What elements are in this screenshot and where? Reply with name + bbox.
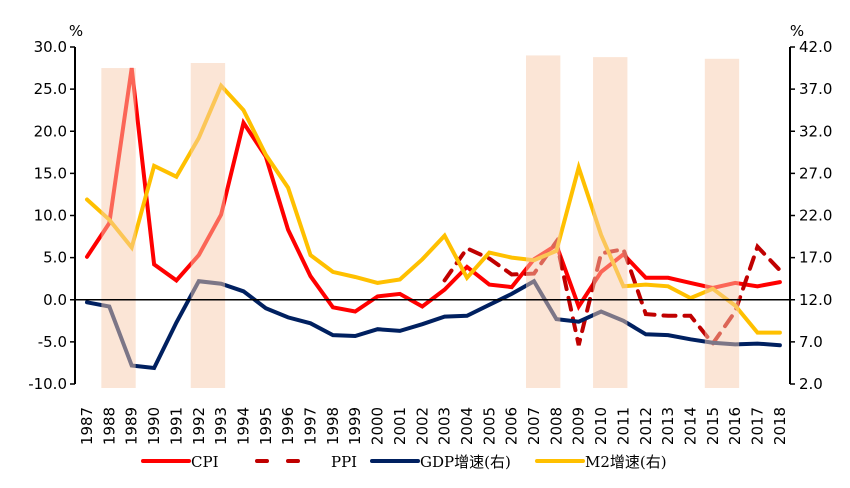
x-tick-label: 2009 — [570, 407, 588, 445]
x-tick-label: 2007 — [525, 407, 543, 445]
legend-label-2: GDP增速(右) — [420, 453, 511, 471]
x-tick-label: 1990 — [145, 407, 163, 445]
x-tick-label: 1987 — [78, 407, 96, 445]
y-tick-label-left: 25.0 — [34, 80, 67, 98]
x-tick-label: 2006 — [503, 407, 521, 445]
x-tick-label: 2005 — [480, 407, 498, 445]
y-tick-label-right: 12.0 — [799, 291, 832, 309]
y-tick-label-right: 32.0 — [799, 122, 832, 140]
x-tick-label: 2004 — [458, 407, 476, 445]
y-tick-label-right: 17.0 — [799, 249, 832, 267]
x-tick-label: 2011 — [614, 407, 632, 445]
y-tick-label-left: 20.0 — [34, 122, 67, 140]
x-tick-label: 2017 — [749, 407, 767, 445]
x-tick-label: 2012 — [637, 407, 655, 445]
x-tick-label: 1988 — [100, 407, 118, 445]
x-tick-label: 2015 — [704, 407, 722, 445]
shaded-period — [704, 58, 740, 389]
y-unit-right: % — [790, 22, 804, 40]
x-tick-label: 2013 — [659, 407, 677, 445]
x-tick-label: 1998 — [324, 407, 342, 445]
y-tick-label-left: -5.0 — [38, 333, 67, 351]
x-tick-label: 2014 — [681, 407, 699, 445]
y-tick-label-left: 0.0 — [43, 291, 67, 309]
legend: CPI PPI GDP增速(右) M2增速(右) — [141, 453, 667, 471]
x-tick-label: 1995 — [257, 407, 275, 445]
y-tick-label-right: 27.0 — [799, 164, 832, 182]
y-tick-label-right: 22.0 — [799, 207, 832, 225]
y-tick-label-right: 42.0 — [799, 38, 832, 56]
x-tick-label: 1996 — [279, 407, 297, 445]
shaded-period — [101, 68, 136, 388]
y-tick-label-right: 37.0 — [799, 80, 832, 98]
x-tick-label: 1994 — [234, 407, 252, 445]
x-tick-label: 1992 — [190, 407, 208, 445]
y-tick-label-left: 10.0 — [34, 207, 67, 225]
x-tick-label: 1999 — [346, 407, 364, 445]
y-tick-label-left: 5.0 — [43, 249, 67, 267]
x-tick-label: 1991 — [167, 407, 185, 445]
shaded-period — [593, 57, 628, 389]
x-tick-label: 2018 — [771, 407, 789, 445]
x-tick-label: 2003 — [436, 407, 454, 445]
x-tick-label: 2002 — [413, 407, 431, 445]
legend-label-3: M2增速(右) — [585, 453, 667, 471]
shaded-period — [190, 63, 226, 388]
y-tick-label-left: 30.0 — [34, 38, 67, 56]
y-tick-label-left: -10.0 — [28, 375, 67, 393]
x-tick-label: 2000 — [369, 407, 387, 445]
y-tick-label-right: 7.0 — [799, 333, 823, 351]
x-tick-label: 1997 — [302, 407, 320, 445]
x-tick-label: 2001 — [391, 407, 409, 445]
x-tick-label: 2016 — [726, 407, 744, 445]
axes: 30.0 25.0 20.0 15.0 10.0 5.0 0.0 -5.0 -10.0 42.0 3… — [28, 22, 832, 445]
legend-label-1: PPI — [331, 453, 357, 471]
legend-label-0: CPI — [191, 453, 219, 471]
y-tick-label-right: 2.0 — [799, 375, 823, 393]
x-tick-label: 1993 — [212, 407, 230, 445]
shaded-period — [526, 55, 561, 389]
x-tick-label: 2008 — [547, 407, 565, 445]
x-tick-label: 1989 — [123, 407, 141, 445]
x-tick-label: 2010 — [592, 407, 610, 445]
y-unit-left: % — [69, 22, 83, 40]
y-tick-label-left: 15.0 — [34, 164, 67, 182]
